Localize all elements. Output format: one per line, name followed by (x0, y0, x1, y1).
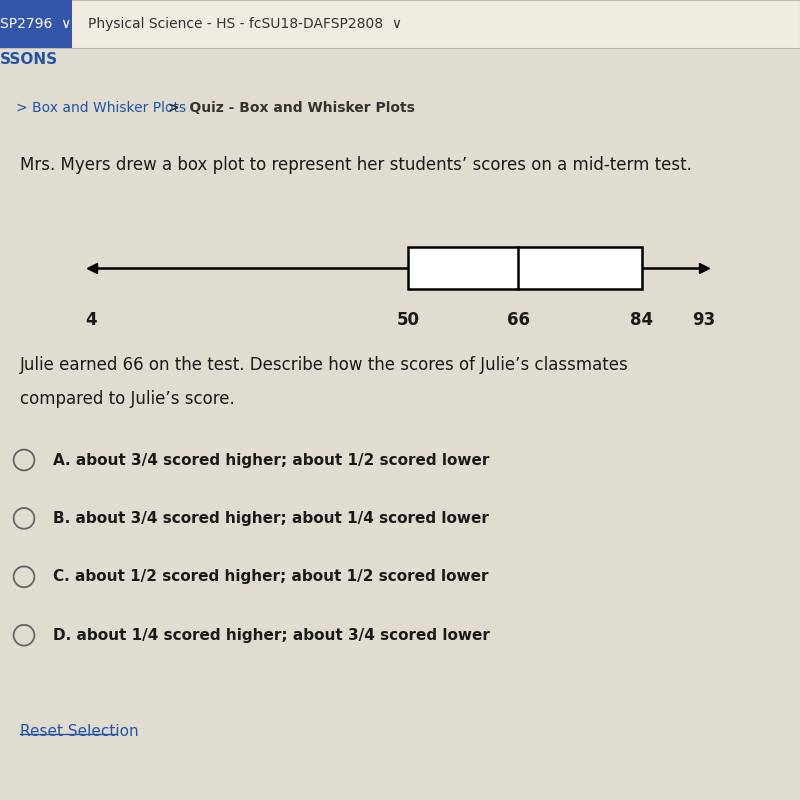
Text: SSONS: SSONS (0, 52, 58, 67)
Bar (0, 0, 800, 48)
Text: compared to Julie’s score.: compared to Julie’s score. (20, 390, 234, 408)
Text: 93: 93 (692, 311, 715, 330)
Text: Mrs. Myers drew a box plot to represent her students’ scores on a mid-term test.: Mrs. Myers drew a box plot to represent … (20, 156, 692, 174)
Bar (408, 247, 642, 289)
Text: C. about 1/2 scored higher; about 1/2 scored lower: C. about 1/2 scored higher; about 1/2 sc… (53, 570, 488, 584)
Text: A. about 3/4 scored higher; about 1/2 scored lower: A. about 3/4 scored higher; about 1/2 sc… (53, 453, 489, 467)
Text: 4: 4 (86, 311, 98, 330)
Text: 50: 50 (397, 311, 419, 330)
Text: Julie earned 66 on the test. Describe how the scores of Julie’s classmates: Julie earned 66 on the test. Describe ho… (20, 356, 629, 374)
Text: 84: 84 (630, 311, 654, 330)
Text: D. about 1/4 scored higher; about 3/4 scored lower: D. about 1/4 scored higher; about 3/4 sc… (53, 628, 490, 642)
Text: B. about 3/4 scored higher; about 1/4 scored lower: B. about 3/4 scored higher; about 1/4 sc… (53, 511, 489, 526)
Text: Reset Selection: Reset Selection (20, 724, 138, 739)
Bar (0, 0, 72, 48)
Text: SP2796  ∨: SP2796 ∨ (0, 17, 72, 31)
Text: > Box and Whisker Plots: > Box and Whisker Plots (16, 101, 186, 115)
Text: 66: 66 (506, 311, 530, 330)
Text: Physical Science - HS - fcSU18-DAFSP2808  ∨: Physical Science - HS - fcSU18-DAFSP2808… (88, 17, 402, 31)
Text: >  Quiz - Box and Whisker Plots: > Quiz - Box and Whisker Plots (168, 101, 415, 115)
